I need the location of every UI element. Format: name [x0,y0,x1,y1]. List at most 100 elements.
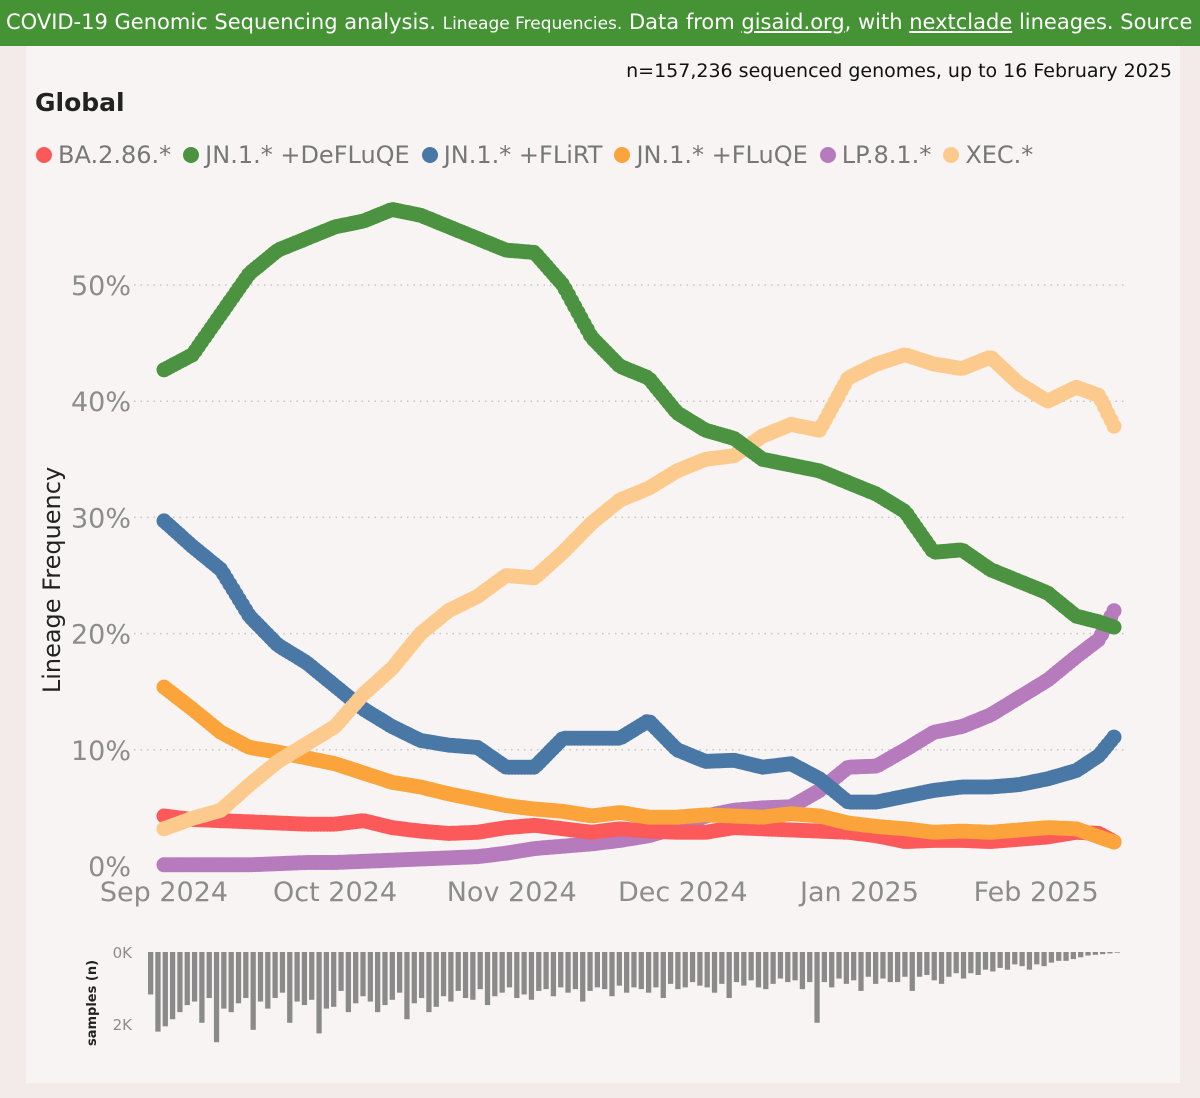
legend-dot-icon [421,147,438,163]
samples-bar [1056,952,1062,961]
samples-bar [821,952,828,983]
samples-bar [367,952,373,1002]
samples-bar [785,952,791,983]
samples-bar [1004,952,1011,970]
lineage-frequency-chart: 0% 10% 20% 30% 40% 50% Sep 2024 Oct 2024 Nov 20… [38,202,1126,1046]
samples-bar [660,952,666,998]
samples-bar [287,952,293,1023]
samples-bar [521,952,527,995]
samples-bar [858,952,864,991]
samples-bar [455,952,461,991]
legend-dot-icon [183,147,200,163]
samples-bar [1048,952,1055,963]
samples-bar [265,952,271,1009]
samples-bar [411,952,417,1004]
samples-bar [375,952,381,1013]
samples-bar [990,952,996,972]
region-title: Global [35,88,125,117]
samples-bar [792,952,798,981]
samples-bar [433,952,439,1007]
legend-item[interactable]: LP.8.1.* [819,141,932,169]
y-tick-label: 10% [71,736,131,767]
series-jn-1-defluqe [156,202,1122,635]
samples-bar [155,952,161,1032]
samples-bar [148,952,154,995]
samples-bar [191,952,198,1002]
samples-bar [1012,952,1018,965]
legend-item[interactable]: XEC.* [943,141,1033,169]
samples-tick-label: 0K [113,944,134,962]
samples-bar [851,952,857,981]
series-layer [156,202,1122,873]
samples-bar [938,952,945,984]
samples-bar [733,952,740,983]
samples-bar [924,952,930,975]
samples-bar [389,952,395,1000]
gisaid-link[interactable]: gisaid.org [741,10,845,34]
x-axis-ticks: Sep 2024 Oct 2024 Nov 2024 Dec 2024 Jan 2025… [100,877,1099,908]
legend-item[interactable]: JN.1.* +FLiRT [421,141,602,169]
samples-tick-label: 2K [113,1016,134,1034]
samples-bar [616,952,622,986]
samples-bar [873,952,879,984]
samples-bar [1107,952,1113,954]
samples-bar [1026,952,1033,970]
title-banner: COVID-19 Genomic Sequencing analysis. Li… [0,0,1200,46]
samples-bar [1034,952,1040,965]
samples-bar [316,952,322,1034]
data-point [1106,418,1122,434]
samples-bar [272,952,278,998]
samples-bar [982,952,989,970]
samples-bar [609,952,615,997]
samples-bar [294,952,300,1002]
samples-bar [528,952,535,1000]
data-point [1106,729,1122,745]
samples-bar [631,952,637,988]
samples-bar [543,952,549,990]
legend-item[interactable]: JN.1.* +FLuQE [614,141,808,169]
samples-bar [975,952,981,975]
samples-bar [250,952,256,1030]
samples-bar [177,952,183,1013]
samples-bar [894,952,901,983]
samples-bar [1019,952,1025,967]
samples-bar [645,952,652,993]
samples-bar [755,952,762,988]
samples-bar [338,952,344,991]
samples-bar [169,952,176,1020]
legend-label: JN.1.* +DeFLuQE [205,141,410,169]
legend-item[interactable]: JN.1.* +DeFLuQE [183,141,410,169]
legend-label: XEC.* [965,141,1034,169]
samples-bar [345,952,351,1013]
legend-label: JN.1.* +FLuQE [636,141,808,169]
legend-label: LP.8.1.* [841,141,932,169]
legend-label: BA.2.86.* [58,141,172,169]
samples-bar [1092,952,1098,955]
legend-dot-icon [614,147,631,163]
nextclade-link[interactable]: nextclade [909,10,1013,34]
samples-bar [448,952,454,1002]
samples-bar [235,952,242,1004]
samples-bar [968,952,974,974]
legend-item[interactable]: BA.2.86.* [36,141,171,169]
samples-bar [960,952,967,979]
samples-bar [931,952,937,981]
samples-bar [711,952,718,993]
samples-bar [704,952,710,988]
samples-bar [228,952,234,1013]
samples-bar [279,952,286,993]
samples-bar [470,952,476,1000]
samples-bar [353,952,359,1004]
samples-bar [1070,952,1077,960]
samples-bar [506,952,513,988]
x-tick-label: Oct 2024 [273,877,397,908]
samples-bar [624,952,630,993]
samples-bar [243,952,249,998]
samples-bar [902,952,908,977]
series-xec [156,347,1122,837]
samples-bar [1063,952,1069,961]
chart-panel: n=157,236 sequenced genomes, up to 16 Fe… [26,46,1180,1083]
samples-bar [484,952,491,1006]
x-tick-label: Dec 2024 [618,877,748,908]
samples-bar [580,952,586,1002]
